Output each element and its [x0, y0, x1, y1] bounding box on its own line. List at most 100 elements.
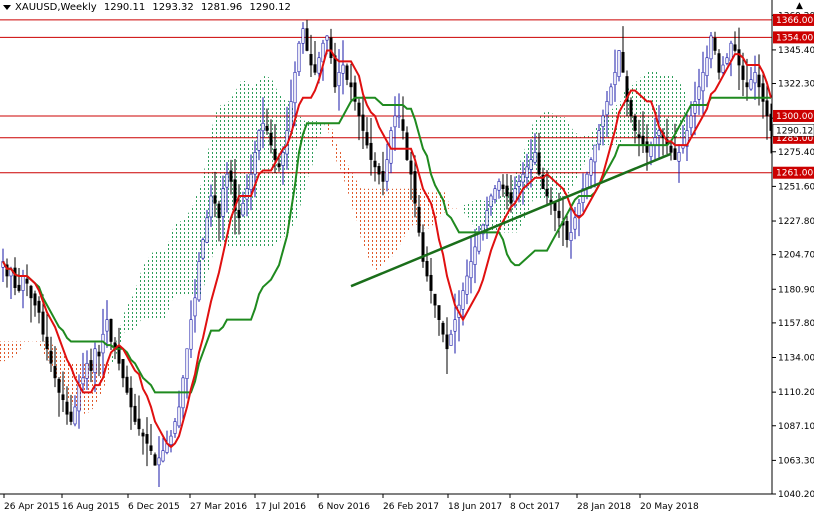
- candle-body: [701, 72, 705, 92]
- candle-body: [201, 239, 205, 259]
- candle-body: [669, 145, 673, 153]
- price-tick-label: 1040.20: [778, 490, 814, 500]
- candle-body: [613, 72, 617, 86]
- time-tick-label: 28 Jan 2018: [577, 502, 631, 512]
- candle-body: [557, 210, 561, 219]
- cloud-segment-bullish: [189, 204, 193, 295]
- candle-body: [545, 188, 549, 197]
- cloud-segment-bullish: [257, 79, 261, 247]
- cloud-segment-bearish: [405, 188, 409, 236]
- cloud-segment-bearish: [361, 188, 365, 249]
- candle-body: [569, 232, 573, 241]
- time-tick-label: 26 Feb 2017: [383, 502, 439, 512]
- candle-body: [313, 64, 317, 73]
- candle-body: [97, 351, 101, 357]
- cloud-segment-bearish: [437, 192, 441, 220]
- price-tick-label: 1157.80: [778, 319, 814, 329]
- candle-body: [237, 209, 241, 219]
- cloud-segment-bullish: [181, 219, 185, 295]
- candle-body: [17, 284, 21, 291]
- candle-body: [501, 184, 505, 190]
- price-tick-label: 1087.10: [778, 422, 814, 432]
- cloud-segment-bearish: [5, 341, 9, 362]
- candle-body: [693, 101, 697, 114]
- dropdown-arrow-icon[interactable]: [3, 4, 11, 10]
- candle-body: [657, 130, 661, 136]
- kijun-sen-line: [2, 96, 771, 394]
- candle-body: [689, 115, 693, 129]
- cloud-segment-bullish: [137, 272, 141, 327]
- cloud-segment-bullish: [245, 81, 249, 247]
- candle-body: [617, 50, 621, 77]
- cloud-segment-bullish: [645, 70, 649, 138]
- candle-body: [417, 206, 421, 233]
- current-price-tag-label: 1290.12: [776, 126, 813, 136]
- candle-body: [349, 82, 353, 88]
- cloud-segment-bearish: [369, 188, 373, 267]
- cloud-segment-bearish: [385, 188, 389, 263]
- candle-body: [173, 421, 177, 434]
- candle-body: [633, 115, 637, 131]
- candle-body: [297, 42, 301, 73]
- candle-body: [425, 260, 429, 277]
- candle-body: [377, 166, 381, 175]
- candle-body: [145, 434, 149, 444]
- candle-body: [53, 366, 57, 379]
- cloud-segment-bullish: [201, 166, 205, 295]
- candle-body: [193, 297, 197, 317]
- candle-body: [585, 173, 589, 188]
- candle-body: [589, 159, 593, 176]
- cloud-segment-bearish: [453, 206, 457, 209]
- level-price-tag: [773, 109, 814, 122]
- candle-body: [305, 28, 309, 51]
- level-price-tag-label: 1366.00: [776, 16, 813, 26]
- candle-body: [257, 130, 261, 151]
- candle-body: [25, 278, 29, 284]
- level-price-tag: [773, 31, 814, 44]
- candle-body: [641, 135, 645, 146]
- candle-body: [741, 65, 745, 80]
- cloud-segment-bearish: [65, 356, 69, 402]
- price-tick-label: 1322.30: [778, 80, 814, 90]
- cloud-segment-bullish: [477, 199, 481, 233]
- candle-body: [697, 86, 701, 100]
- indicator-lines: [2, 49, 772, 449]
- price-tick-label: 1227.80: [778, 217, 814, 227]
- cloud-segment-bullish: [261, 75, 265, 247]
- cloud-segment-bearish: [13, 341, 17, 358]
- cloud-segment-bullish: [129, 295, 133, 331]
- candle-body: [45, 336, 49, 350]
- price-tick-label: 1345.40: [778, 46, 814, 56]
- price-tick-label: 1204.70: [778, 251, 814, 261]
- candle-body: [357, 102, 361, 117]
- cloud-segment-bullish: [321, 122, 325, 135]
- cloud-segment-bearish: [377, 188, 381, 271]
- candle-body: [261, 122, 265, 132]
- candle-body: [69, 411, 73, 422]
- tenkan-sen-line: [2, 49, 772, 449]
- cloud-segment-bearish: [61, 352, 65, 391]
- candle-body: [141, 432, 145, 437]
- support-trendline[interactable]: [350, 152, 672, 288]
- cloud-segment-bearish: [457, 206, 461, 209]
- candle-body: [125, 376, 129, 393]
- cloud-segment-bearish: [393, 188, 397, 256]
- cloud-segment-bullish: [237, 81, 241, 247]
- candle-body: [573, 217, 577, 230]
- candle-body: [213, 195, 217, 204]
- candle-body: [637, 134, 641, 139]
- cloud-segment-bullish: [545, 111, 549, 200]
- cloud-segment-bullish: [177, 221, 181, 295]
- candle-body: [149, 445, 153, 451]
- cloud-segment-bullish: [149, 252, 153, 320]
- cloud-segment-bullish: [125, 302, 129, 331]
- candle-body: [649, 144, 653, 157]
- candle-body: [713, 37, 717, 51]
- cloud-segment-bullish: [493, 199, 497, 233]
- chart-corner-arrow-icon[interactable]: ▲: [796, 1, 803, 11]
- candle-body: [293, 72, 297, 104]
- price-tick-label: 1110.20: [778, 388, 814, 398]
- candle-body: [537, 152, 541, 175]
